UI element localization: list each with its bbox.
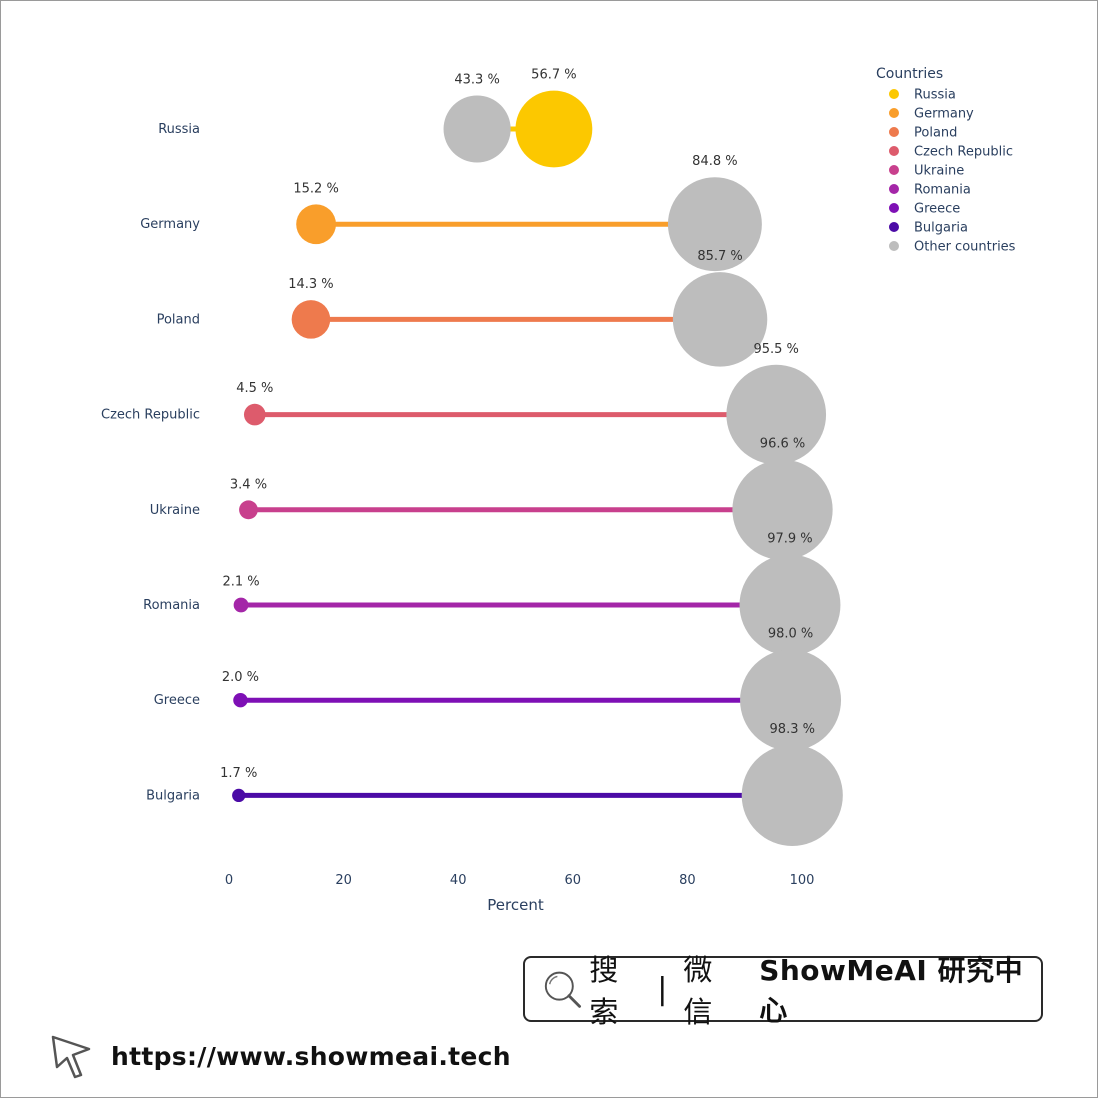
country-marker [243, 403, 266, 426]
other-value-label: 85.7 % [697, 249, 742, 264]
x-tick-label: 100 [790, 873, 815, 888]
legend-marker [889, 241, 899, 251]
footer-url-link[interactable]: https://www.showmeai.tech [111, 1041, 511, 1071]
other-countries-marker [739, 554, 841, 656]
x-tick-label: 0 [225, 873, 233, 888]
x-tick-label: 40 [450, 873, 467, 888]
y-tick-label: Romania [143, 598, 200, 613]
legend-item-label: Poland [914, 126, 957, 141]
x-axis-title: Percent [487, 896, 544, 914]
country-value-label: 15.2 % [293, 181, 338, 196]
country-value-label: 56.7 % [531, 68, 576, 83]
wechat-search-badge: 搜索 | 微信 ShowMeAI 研究中心 [523, 953, 1043, 1029]
country-marker [239, 500, 258, 520]
legend-marker [889, 89, 899, 99]
other-countries-marker [740, 649, 842, 751]
y-tick-label: Poland [157, 312, 200, 327]
legend-item-label: Ukraine [914, 164, 964, 179]
other-countries-marker [672, 272, 768, 367]
country-value-label: 3.4 % [230, 477, 267, 492]
country-marker [291, 300, 331, 339]
legend-item-label: Germany [914, 107, 974, 122]
legend-title: Countries [876, 66, 943, 82]
legend-marker [889, 184, 899, 194]
country-value-label: 2.0 % [222, 670, 259, 685]
cursor-arrow-icon [51, 1035, 91, 1079]
badge-brand-name: ShowMeAI 研究中心 [759, 954, 1024, 1027]
y-tick-label: Germany [140, 217, 200, 232]
x-tick-label: 20 [335, 873, 352, 888]
badge-separator: | [657, 971, 668, 1007]
other-value-label: 95.5 % [753, 342, 798, 357]
legend-marker [889, 127, 899, 137]
legend-item-label: Czech Republic [914, 145, 1013, 160]
legend-item-label: Romania [914, 183, 971, 198]
other-countries-marker [732, 459, 833, 560]
legend-marker [889, 146, 899, 156]
other-countries-marker [667, 177, 762, 272]
legend-item-label: Bulgaria [914, 221, 968, 236]
y-tick-label: Ukraine [150, 503, 200, 518]
dumbbell-chart: Russia 43.3 % 56.7 % Germany 84.8 % 15.2 % Pol… [101, 66, 1016, 914]
legend-item-label: Russia [914, 88, 956, 103]
legend-item-label: Other countries [914, 240, 1016, 255]
other-value-label: 98.0 % [768, 627, 813, 642]
country-value-label: 1.7 % [220, 766, 257, 781]
other-countries-marker [741, 744, 843, 846]
legend-marker [889, 222, 899, 232]
other-value-label: 84.8 % [692, 154, 737, 169]
other-countries-marker [726, 364, 827, 465]
other-value-label: 96.6 % [760, 437, 805, 452]
y-tick-label: Russia [158, 122, 200, 137]
badge-search-text: 搜索 [589, 953, 620, 1029]
other-countries-marker [443, 95, 511, 163]
country-marker [233, 597, 249, 613]
country-value-label: 14.3 % [288, 277, 333, 292]
y-tick-label: Greece [154, 693, 200, 708]
legend-item-label: Greece [914, 202, 960, 217]
x-tick-label: 80 [679, 873, 696, 888]
other-value-label: 98.3 % [770, 722, 815, 737]
other-value-label: 97.9 % [767, 532, 812, 547]
country-marker [232, 788, 246, 803]
y-tick-label: Bulgaria [146, 788, 200, 803]
country-marker [233, 692, 248, 708]
country-marker [296, 204, 336, 245]
search-icon [544, 971, 581, 1008]
country-value-label: 2.1 % [222, 575, 259, 590]
legend-marker [889, 108, 899, 118]
badge-wechat-text: 微信 [683, 953, 714, 1029]
legend-marker [889, 203, 899, 213]
x-tick-label: 60 [565, 873, 582, 888]
footer: https://www.showmeai.tech [49, 1031, 511, 1081]
other-value-label: 43.3 % [454, 72, 499, 87]
y-tick-label: Czech Republic [101, 408, 200, 423]
country-marker [515, 90, 593, 168]
country-value-label: 4.5 % [236, 381, 273, 396]
legend-marker [889, 165, 899, 175]
